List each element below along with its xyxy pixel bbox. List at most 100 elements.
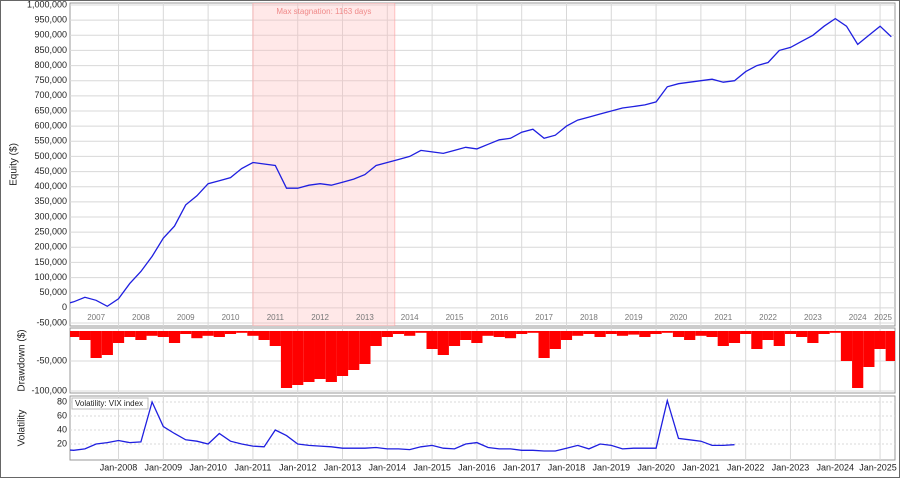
drawdown-bar bbox=[336, 331, 349, 376]
drawdown-bar bbox=[448, 331, 461, 346]
y-tick-label: 50,000 bbox=[39, 287, 67, 297]
year-label: 2011 bbox=[267, 313, 285, 322]
year-label: 2013 bbox=[356, 313, 374, 322]
y-tick-label: 20 bbox=[57, 438, 67, 448]
y-tick-label: 800,000 bbox=[34, 60, 67, 70]
x-tick-label: Jan-2009 bbox=[145, 462, 183, 472]
drawdown-bar bbox=[370, 331, 382, 346]
year-label: 2018 bbox=[580, 313, 598, 322]
y-tick-label: 350,000 bbox=[34, 196, 67, 206]
drawdown-bar bbox=[605, 331, 617, 334]
x-tick-label: Jan-2014 bbox=[369, 462, 407, 472]
year-label: 2015 bbox=[446, 313, 464, 322]
drawdown-bar bbox=[672, 331, 685, 337]
drawdown-bar bbox=[852, 331, 864, 388]
drawdown-bar bbox=[224, 331, 237, 334]
drawdown-bar bbox=[504, 331, 517, 339]
drawdown-bar bbox=[885, 331, 895, 361]
drawdown-bar bbox=[303, 331, 315, 382]
drawdown-bar bbox=[572, 331, 584, 336]
drawdown-bar bbox=[706, 331, 718, 337]
year-label: 2008 bbox=[132, 313, 150, 322]
drawdown-bar bbox=[180, 331, 192, 334]
drawdown-bar bbox=[101, 331, 113, 355]
drawdown-bar bbox=[639, 331, 651, 337]
drawdown-bar bbox=[392, 331, 405, 334]
y-tick-label: 400,000 bbox=[34, 181, 67, 191]
drawdown-bar bbox=[258, 331, 270, 340]
year-label: 2020 bbox=[670, 313, 688, 322]
x-tick-label: Jan-2025 bbox=[859, 462, 897, 472]
drawdown-bar bbox=[168, 331, 181, 343]
drawdown-bar bbox=[415, 331, 427, 333]
y-tick-label: 80 bbox=[57, 396, 67, 406]
x-tick-label: Jan-2024 bbox=[817, 462, 855, 472]
x-tick-label: Jan-2020 bbox=[637, 462, 675, 472]
year-label: 2007 bbox=[87, 313, 105, 322]
y-tick-label: 450,000 bbox=[34, 166, 67, 176]
year-label: 2024 bbox=[849, 313, 867, 322]
data-line bbox=[70, 17, 892, 308]
drawdown-bar bbox=[269, 331, 281, 346]
x-tick-label: Jan-2019 bbox=[593, 462, 631, 472]
y-tick-label: 40 bbox=[57, 424, 67, 434]
drawdown-bar bbox=[460, 331, 472, 340]
year-label: 2025 bbox=[874, 313, 892, 322]
y-axis-label: Equity ($) bbox=[9, 143, 20, 186]
drawdown-bar bbox=[840, 331, 853, 361]
y-tick-label: 150,000 bbox=[34, 257, 67, 267]
drawdown-bar bbox=[773, 331, 785, 346]
x-tick-label: Jan-2015 bbox=[413, 462, 451, 472]
drawdown-bar bbox=[874, 331, 886, 349]
y-tick-label: 200,000 bbox=[34, 242, 67, 252]
year-label: 2017 bbox=[535, 313, 553, 322]
y-tick-label: 900,000 bbox=[34, 30, 67, 40]
drawdown-bar bbox=[538, 331, 550, 358]
stagnation-band bbox=[252, 3, 396, 326]
legend-label: Volatility: VIX index bbox=[75, 399, 143, 408]
drawdown-bar bbox=[314, 331, 326, 379]
plot bbox=[70, 396, 895, 460]
drawdown-bar bbox=[157, 331, 169, 337]
drawdown-bar bbox=[751, 331, 763, 349]
x-tick-label: Jan-2013 bbox=[324, 462, 362, 472]
y-tick-label: 60 bbox=[57, 410, 67, 420]
y-tick-label: 0 bbox=[62, 302, 67, 312]
legend-box bbox=[71, 397, 149, 410]
drawdown-bar bbox=[549, 331, 561, 349]
drawdown-bar bbox=[583, 331, 595, 334]
x-tick-label: Jan-2012 bbox=[279, 462, 317, 472]
y-tick-label: 950,000 bbox=[34, 15, 67, 25]
x-tick-label: Jan-2023 bbox=[772, 462, 810, 472]
drawdown-bar bbox=[616, 331, 629, 336]
drawdown-bar bbox=[684, 331, 696, 340]
y-tick-label: -100,000 bbox=[31, 385, 67, 395]
drawdown-bar bbox=[135, 331, 147, 340]
drawdown-bar bbox=[213, 331, 225, 337]
drawdown-bar bbox=[112, 331, 125, 343]
drawdown-bar bbox=[404, 331, 416, 336]
y-tick-label: 750,000 bbox=[34, 75, 67, 85]
drawdown-bar bbox=[191, 331, 203, 339]
year-label: 2016 bbox=[490, 313, 508, 322]
drawdown-bar bbox=[650, 331, 662, 334]
drawdown-bar bbox=[594, 331, 606, 337]
drawdown-bar bbox=[426, 331, 438, 349]
drawdown-bar bbox=[124, 331, 136, 337]
x-tick-label: Jan-2018 bbox=[548, 462, 586, 472]
x-tick-label: Jan-2011 bbox=[234, 462, 271, 472]
drawdown-bar bbox=[661, 331, 673, 333]
plot bbox=[70, 3, 895, 326]
y-tick-label: 600,000 bbox=[34, 121, 67, 131]
drawdown-bar bbox=[325, 331, 337, 382]
drawdown-bar bbox=[90, 331, 102, 358]
drawdown-bar bbox=[695, 331, 707, 336]
drawdown-bar bbox=[70, 331, 80, 337]
drawdown-bar bbox=[437, 331, 449, 355]
drawdown-bar bbox=[280, 331, 293, 388]
y-tick-label: 550,000 bbox=[34, 136, 67, 146]
drawdown-bar bbox=[527, 331, 539, 333]
drawdown-bar bbox=[784, 331, 797, 334]
drawdown-bar bbox=[471, 331, 483, 343]
